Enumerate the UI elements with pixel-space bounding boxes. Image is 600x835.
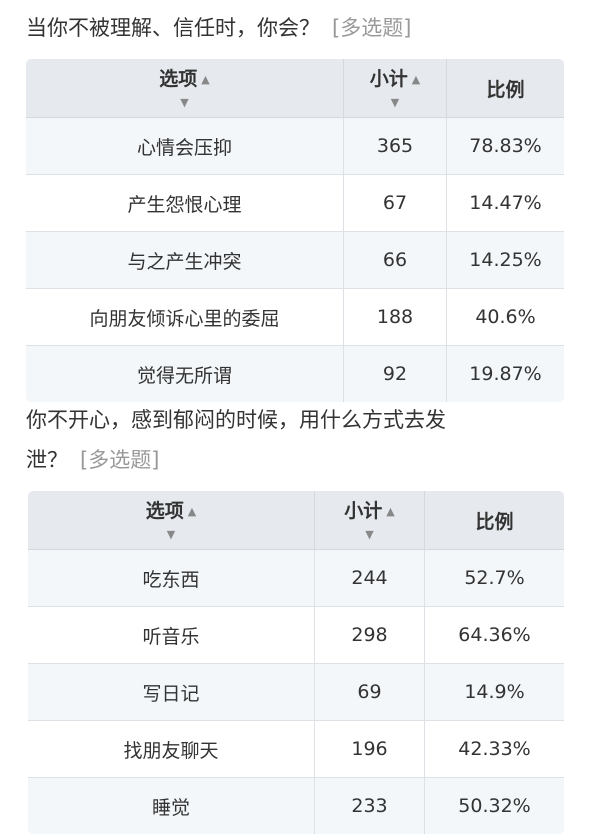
table-row: 觉得无所谓 92 19.87% <box>26 345 564 402</box>
cell-count: 66 <box>343 231 447 289</box>
header-option[interactable]: 选项 ▲ ▼ <box>28 491 315 550</box>
sort-icon[interactable]: ▲ ▼ <box>390 72 421 109</box>
question-text: 当你不被理解、信任时，你会？ <box>26 16 320 40</box>
multi-select-tag: [多选题] <box>80 448 160 472</box>
cell-option: 觉得无所谓 <box>26 345 344 402</box>
question-text: 你不开心，感到郁闷的时候，用什么方式去发 <box>26 408 446 432</box>
cell-ratio: 40.6% <box>446 288 564 346</box>
cell-ratio: 52.7% <box>424 549 564 607</box>
cell-ratio: 19.87% <box>446 345 564 402</box>
table-row: 向朋友倾诉心里的委屈 188 40.6% <box>26 288 564 346</box>
cell-ratio: 14.47% <box>446 174 564 232</box>
sort-icon[interactable]: ▲ ▼ <box>365 504 395 541</box>
cell-ratio: 42.33% <box>424 720 564 778</box>
cell-option: 与之产生冲突 <box>26 231 344 289</box>
table-row: 找朋友聊天 196 42.33% <box>28 720 564 778</box>
header-ratio: 比例 <box>424 491 564 550</box>
header-count[interactable]: 小计 ▲ ▼ <box>314 491 425 550</box>
header-ratio: 比例 <box>446 59 564 118</box>
cell-count: 244 <box>314 549 425 607</box>
cell-count: 298 <box>314 606 425 664</box>
cell-option: 产生怨恨心理 <box>26 174 344 232</box>
question-2-table: 选项 ▲ ▼ 小计 ▲ ▼ 比例 吃东西 244 52.7% 听音乐 298 64.36% 写日记 6… <box>27 490 565 835</box>
sort-icon[interactable]: ▲ ▼ <box>166 504 197 541</box>
cell-option: 找朋友聊天 <box>28 720 315 778</box>
table-row: 睡觉 233 50.32% <box>28 777 564 834</box>
table-row: 吃东西 244 52.7% <box>28 549 564 607</box>
table-row: 心情会压抑 365 78.83% <box>26 117 564 175</box>
question-1-title: 当你不被理解、信任时，你会？ [多选题] <box>26 8 411 48</box>
cell-option: 心情会压抑 <box>26 117 344 175</box>
cell-ratio: 50.32% <box>424 777 564 834</box>
cell-ratio: 14.25% <box>446 231 564 289</box>
cell-option: 睡觉 <box>28 777 315 834</box>
cell-count: 196 <box>314 720 425 778</box>
question-1-table: 选项 ▲ ▼ 小计 ▲ ▼ 比例 心情会压抑 365 78.83% 产生怨恨心理 67 14.47… <box>25 58 565 403</box>
cell-option: 听音乐 <box>28 606 315 664</box>
header-option[interactable]: 选项 ▲ ▼ <box>26 59 344 118</box>
table-row: 听音乐 298 64.36% <box>28 606 564 664</box>
question-2-title: 你不开心，感到郁闷的时候，用什么方式去发 泄？ [多选题] <box>26 400 446 480</box>
cell-count: 188 <box>343 288 447 346</box>
cell-count: 92 <box>343 345 447 402</box>
cell-option: 向朋友倾诉心里的委屈 <box>26 288 344 346</box>
cell-count: 365 <box>343 117 447 175</box>
question-text-cont: 泄？ <box>26 448 68 472</box>
cell-count: 67 <box>343 174 447 232</box>
cell-ratio: 78.83% <box>446 117 564 175</box>
cell-option: 写日记 <box>28 663 315 721</box>
table-row: 产生怨恨心理 67 14.47% <box>26 174 564 232</box>
table-row: 与之产生冲突 66 14.25% <box>26 231 564 289</box>
multi-select-tag: [多选题] <box>332 16 412 40</box>
sort-icon[interactable]: ▲ ▼ <box>180 72 210 109</box>
cell-count: 233 <box>314 777 425 834</box>
header-count[interactable]: 小计 ▲ ▼ <box>343 59 447 118</box>
table-row: 写日记 69 14.9% <box>28 663 564 721</box>
cell-ratio: 14.9% <box>424 663 564 721</box>
cell-option: 吃东西 <box>28 549 315 607</box>
cell-ratio: 64.36% <box>424 606 564 664</box>
cell-count: 69 <box>314 663 425 721</box>
